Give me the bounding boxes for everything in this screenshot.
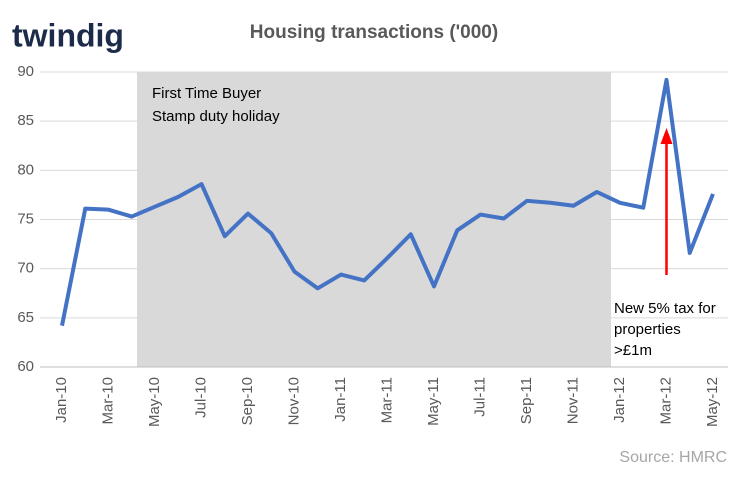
x-tick-label: May-10 (146, 377, 163, 427)
x-tick-label: Jan-12 (611, 377, 628, 423)
annotation: properties (614, 321, 681, 338)
x-tick-label: Mar-12 (657, 377, 674, 425)
arrow-head (660, 128, 673, 144)
x-tick-label: Nov-11 (564, 377, 581, 424)
y-tick-label: 65 (17, 309, 34, 326)
x-tick-label: Mar-11 (378, 377, 395, 423)
annotation: Stamp duty holiday (152, 108, 280, 125)
source: Source: HMRC (619, 449, 727, 466)
chart-title: Housing transactions ('000) (250, 22, 498, 43)
x-tick-label: Jan-11 (332, 377, 349, 422)
y-tick-label: 90 (17, 63, 34, 80)
y-tick-label: 70 (17, 260, 34, 277)
annotation: First Time Buyer (152, 85, 261, 102)
logo: twindig (12, 17, 124, 53)
y-tick-label: 80 (17, 161, 34, 178)
x-tick-label: Mar-10 (99, 377, 116, 425)
x-tick-label: May-12 (704, 377, 721, 427)
annotation: >£1m (614, 342, 652, 359)
x-tick-label: May-11 (425, 377, 442, 426)
y-tick-label: 60 (17, 358, 34, 375)
x-tick-label: Jan-10 (53, 377, 70, 423)
annotation: New 5% tax for (614, 300, 716, 317)
y-tick-label: 75 (17, 210, 34, 227)
data-line (60, 77, 715, 327)
y-tick-label: 85 (17, 112, 34, 129)
x-tick-label: Jul-11 (471, 377, 488, 417)
x-tick-label: Nov-10 (285, 377, 302, 425)
x-tick-label: Jul-10 (192, 377, 209, 418)
x-tick-label: Sep-10 (239, 377, 256, 425)
x-tick-label: Sep-11 (518, 377, 535, 424)
